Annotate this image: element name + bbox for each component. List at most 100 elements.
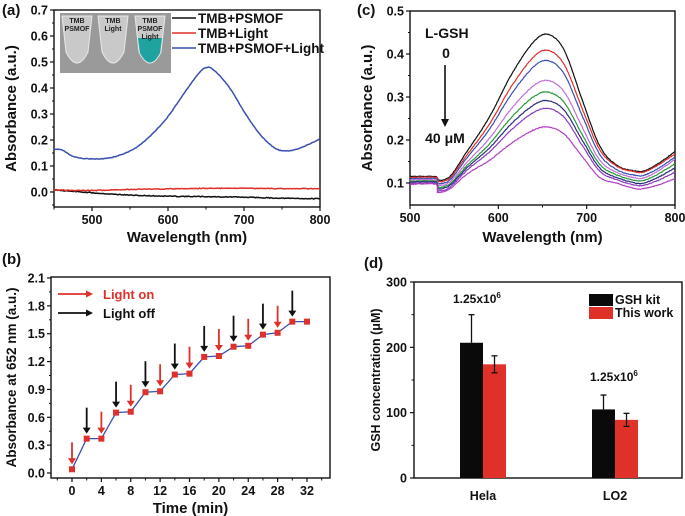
legend-swatch bbox=[589, 294, 613, 306]
x-tick-label: 16 bbox=[183, 484, 197, 498]
x-tick-label: 32 bbox=[300, 484, 314, 498]
x-tick-label: 700 bbox=[234, 213, 255, 227]
panel-label: (a) bbox=[2, 2, 20, 19]
light-off-arrow-head bbox=[288, 310, 297, 317]
x-tick-label: 12 bbox=[153, 484, 167, 498]
data-marker bbox=[157, 388, 164, 395]
light-on-arrow-head bbox=[273, 321, 282, 328]
panel-label: (b) bbox=[2, 251, 21, 268]
y-tick-label: 0.3 bbox=[387, 91, 404, 105]
y-tick-label: 0.4 bbox=[31, 82, 48, 96]
x-tick-label: 600 bbox=[488, 211, 509, 225]
y-axis-label: GSH concentration (μM) bbox=[369, 308, 383, 451]
annotation-to: 40 μM bbox=[425, 130, 465, 146]
data-marker bbox=[83, 435, 90, 442]
y-tick-label: 0.5 bbox=[387, 5, 404, 19]
data-marker bbox=[69, 466, 75, 473]
y-axis-label: Absorbance at 652 nm (a.u.) bbox=[4, 287, 19, 467]
light-on-arrow-head bbox=[156, 380, 165, 387]
x-tick-label: 0 bbox=[69, 484, 76, 498]
y-tick-label: 0.2 bbox=[31, 134, 48, 148]
light-off-arrow-head bbox=[229, 335, 238, 342]
x-tick-label: 600 bbox=[158, 213, 179, 227]
annotation-title: L-GSH bbox=[425, 25, 469, 41]
light-on-arrow-head bbox=[126, 400, 135, 407]
y-tick-label: 0.6 bbox=[28, 411, 45, 425]
y-tick-label: 0.1 bbox=[387, 177, 404, 191]
legend-arrow-head bbox=[86, 309, 93, 317]
light-on-arrow-head bbox=[214, 345, 223, 351]
y-tick-label: 1.5 bbox=[28, 327, 45, 341]
x-tick-label: 24 bbox=[241, 484, 255, 498]
plot-frame bbox=[53, 9, 321, 208]
x-tick-label: 20 bbox=[212, 484, 226, 498]
x-tick-label: 800 bbox=[665, 211, 685, 225]
tube bbox=[97, 15, 129, 64]
light-off-arrow-head bbox=[82, 427, 91, 434]
x-category-label: Hela bbox=[470, 489, 497, 503]
tube-blue-solution bbox=[138, 38, 162, 63]
data-marker bbox=[186, 370, 193, 377]
light-on-arrow-head bbox=[68, 458, 76, 465]
x-tick-label: 500 bbox=[82, 213, 103, 227]
tube-label: PSMOF bbox=[65, 26, 91, 33]
legend-label: GSH kit bbox=[615, 293, 661, 307]
tube-label: TMB bbox=[105, 18, 120, 25]
data-marker bbox=[142, 389, 149, 396]
series-line-tmb-light bbox=[53, 187, 321, 192]
panel-label: (c) bbox=[357, 2, 375, 19]
tube-label: TMB bbox=[142, 18, 157, 25]
data-marker bbox=[98, 435, 105, 442]
panel-b: (b) 0.0 0.3 0.6 0.9 1.2 1.5 1.8 2.1 0 4 8 12 16 20 24 28… bbox=[2, 251, 331, 516]
y-tick-label: 0.0 bbox=[28, 467, 45, 481]
series-line-tmb-psmof-light bbox=[54, 66, 321, 160]
x-tick-label: 700 bbox=[576, 211, 597, 225]
data-marker bbox=[215, 353, 222, 359]
y-tick-label: 1.2 bbox=[28, 355, 45, 369]
y-tick-label: 1.8 bbox=[28, 299, 45, 313]
tube-label: PSMOF bbox=[138, 26, 164, 33]
legend-label: Light on bbox=[103, 287, 154, 302]
light-on-arrow-head bbox=[97, 427, 106, 434]
data-marker bbox=[274, 329, 281, 336]
y-tick-label: 0.5 bbox=[31, 56, 48, 70]
light-off-arrow-head bbox=[200, 345, 209, 352]
legend-swatch bbox=[589, 307, 613, 319]
x-tick-label: 4 bbox=[98, 484, 105, 498]
bar-annotation: 1.25x106 bbox=[590, 369, 638, 384]
legend-label: TMB+PSMOF bbox=[198, 11, 283, 26]
bar-gsh-kit bbox=[460, 342, 483, 478]
light-off-arrow-head bbox=[112, 401, 121, 408]
legend-arrow-head bbox=[86, 290, 93, 298]
x-tick-label: 500 bbox=[400, 211, 421, 225]
y-tick-label: 300 bbox=[386, 276, 407, 290]
y-axis-label: Absorbance (a.u.) bbox=[3, 45, 20, 172]
legend-label: Light off bbox=[103, 306, 156, 321]
tube bbox=[61, 15, 93, 64]
data-marker bbox=[171, 371, 178, 378]
x-category-label: LO2 bbox=[603, 489, 627, 503]
data-marker bbox=[289, 318, 296, 325]
tube-label: TMB bbox=[69, 18, 84, 25]
y-tick-label: 0.2 bbox=[387, 134, 404, 148]
data-marker bbox=[245, 342, 252, 349]
x-axis-label: Time (min) bbox=[153, 500, 229, 516]
data-marker bbox=[259, 331, 266, 338]
y-tick-label: 0.9 bbox=[28, 383, 45, 397]
legend-label: TMB+PSMOF+Light bbox=[198, 41, 325, 56]
data-marker bbox=[201, 353, 208, 360]
spectrum-line bbox=[409, 107, 676, 192]
bar-gsh-kit bbox=[592, 409, 615, 478]
y-tick-label: 0.0 bbox=[31, 186, 48, 200]
spectrum-line bbox=[409, 59, 676, 185]
light-off-arrow-head bbox=[170, 363, 179, 370]
x-axis-label: Wavelength (nm) bbox=[482, 229, 602, 246]
y-tick-label: 0.6 bbox=[31, 30, 48, 44]
panel-a: (a) 0.0 0.1 0.2 0.3 0.4 0.5 0.6 0.7 500 600 700 800 W… bbox=[2, 2, 330, 246]
x-axis-label: Wavelength (nm) bbox=[127, 229, 247, 246]
plot-frame bbox=[50, 276, 331, 479]
data-marker bbox=[127, 408, 134, 415]
spectrum-line bbox=[409, 99, 676, 191]
